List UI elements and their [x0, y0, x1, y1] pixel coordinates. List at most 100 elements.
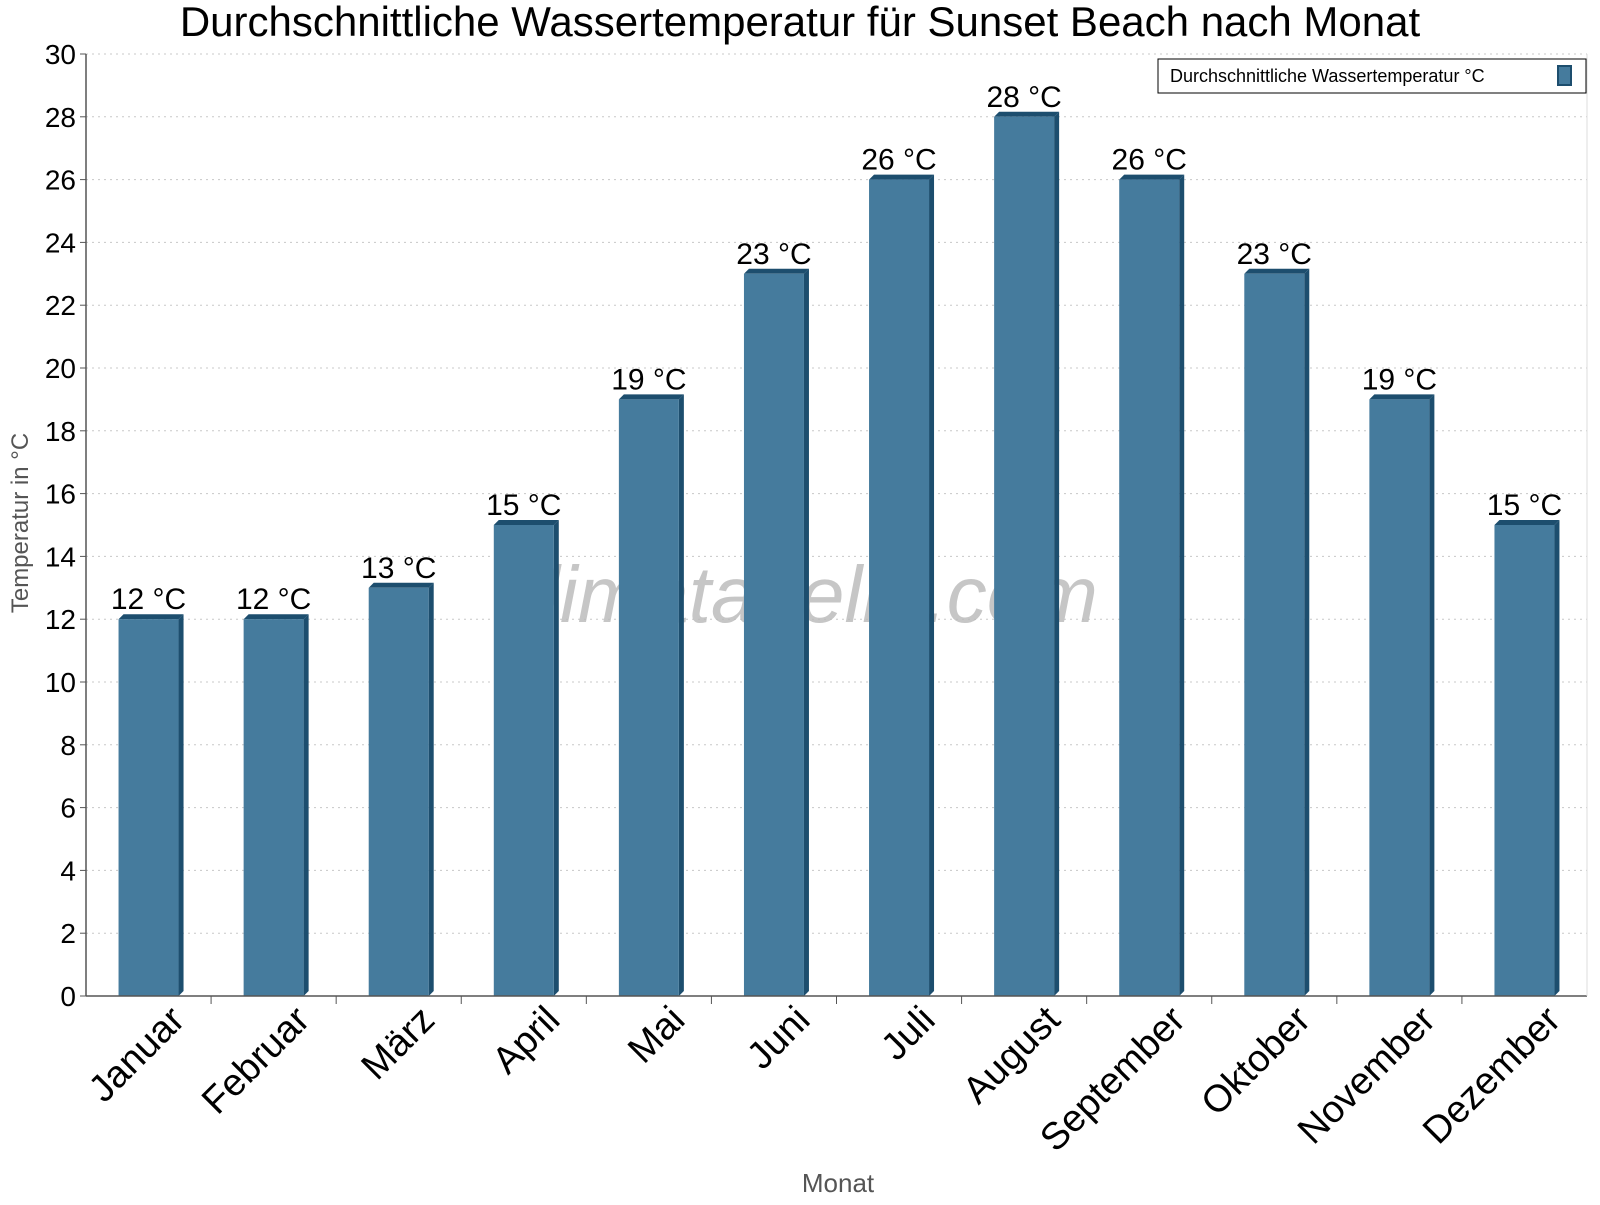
bars	[118, 111, 1560, 997]
bar-top	[618, 394, 684, 400]
bar	[368, 582, 434, 996]
bar-top	[368, 582, 434, 588]
bar-front	[743, 273, 804, 996]
y-tick-label: 26	[45, 165, 76, 196]
bar-side	[553, 520, 559, 996]
data-label: 28 °C	[986, 81, 1061, 114]
y-tick-label: 12	[45, 604, 76, 635]
bar	[118, 614, 184, 996]
bar	[1369, 394, 1435, 996]
y-axis-title: Temperatur in °C	[7, 433, 34, 613]
bar-front	[493, 525, 554, 996]
data-label: 15 °C	[1487, 489, 1562, 522]
x-axis-title: Monat	[802, 1168, 875, 1198]
bar-top	[493, 520, 559, 525]
bar	[869, 174, 935, 997]
x-tick-label: Dezember	[1415, 998, 1569, 1152]
legend-box	[1157, 58, 1587, 94]
bar	[1494, 520, 1560, 996]
chart-title: Durchschnittliche Wassertemperatur für S…	[180, 0, 1421, 45]
y-tick-label: 4	[60, 855, 76, 886]
data-label: 15 °C	[486, 489, 561, 522]
bar	[618, 394, 684, 996]
data-label: 26 °C	[861, 144, 936, 177]
x-tick-label: August	[955, 998, 1069, 1112]
y-tick-label: 0	[60, 981, 76, 1012]
bar	[243, 614, 309, 996]
y-tick-label: 8	[60, 730, 76, 761]
bar	[1119, 174, 1185, 997]
data-label: 12 °C	[111, 583, 186, 616]
bar-side	[1179, 174, 1185, 997]
x-tick-label: Januar	[81, 998, 193, 1110]
grid-lines	[86, 53, 1587, 934]
bar-top	[1244, 268, 1310, 274]
y-tick-label: 30	[45, 39, 76, 70]
bar	[1244, 268, 1310, 996]
legend: Durchschnittliche Wassertemperatur °C	[1157, 58, 1587, 94]
x-tick-label: April	[485, 999, 568, 1082]
x-tick-labels: Januar Februar März April Mai Juni Juli AugustS…	[81, 996, 1569, 1160]
bar-front	[118, 619, 179, 996]
x-tick-label: Mai	[620, 999, 693, 1072]
y-tick-label: 16	[45, 479, 76, 510]
bar	[994, 111, 1060, 997]
bar	[493, 520, 559, 996]
bar-side	[303, 614, 309, 996]
y-tick-label: 28	[45, 102, 76, 133]
bar-front	[869, 179, 930, 997]
y-tick-label: 10	[45, 667, 76, 698]
bar-side	[803, 268, 809, 996]
bar-side	[1554, 520, 1560, 996]
bar-front	[243, 619, 304, 996]
bar-side	[1429, 394, 1435, 996]
data-label: 19 °C	[1362, 363, 1437, 396]
bar-side	[1304, 268, 1310, 996]
x-tick-label: Februar	[194, 998, 318, 1122]
bar	[743, 268, 809, 996]
bar-top	[869, 174, 935, 180]
data-labels: 12 °C 12 °C 13 °C 15 °C 19 °C 23 °C 26 °C 28 °C…	[111, 81, 1562, 616]
bar-top	[994, 111, 1060, 117]
bar-top	[1494, 520, 1560, 525]
bar-front	[1119, 179, 1180, 997]
x-tick-label: Oktober	[1193, 998, 1319, 1124]
legend-label: Durchschnittliche Wassertemperatur °C	[1170, 66, 1485, 86]
bar-front	[1494, 525, 1555, 996]
bar-top	[118, 614, 184, 620]
bar-side	[1054, 111, 1060, 997]
y-tick-label: 2	[60, 918, 76, 949]
bar-side	[678, 394, 684, 996]
y-tick-label: 18	[45, 416, 76, 447]
bar-top	[743, 268, 809, 274]
x-tick-label: Juni	[739, 999, 818, 1078]
bar-side	[929, 174, 935, 997]
data-label: 19 °C	[611, 363, 686, 396]
bar-side	[428, 582, 434, 996]
y-tick-label: 6	[60, 793, 76, 824]
data-label: 26 °C	[1112, 144, 1187, 177]
y-tick-label: 22	[45, 290, 76, 321]
bar-top	[243, 614, 309, 620]
y-tick-label: 24	[45, 227, 76, 258]
y-tick-label: 20	[45, 353, 76, 384]
bar-front	[1244, 273, 1305, 996]
data-label: 23 °C	[1237, 238, 1312, 271]
bar-front	[1369, 399, 1430, 996]
bar-front	[618, 399, 679, 996]
bar-top	[1119, 174, 1185, 180]
data-label: 23 °C	[736, 238, 811, 271]
y-tick-label: 14	[45, 541, 76, 572]
x-tick-label: März	[354, 999, 443, 1088]
legend-swatch	[1557, 65, 1572, 86]
data-label: 13 °C	[361, 552, 436, 585]
bar-side	[178, 614, 184, 996]
bar-front	[994, 116, 1055, 997]
bar-front	[368, 587, 429, 996]
data-label: 12 °C	[236, 583, 311, 616]
bar-top	[1369, 394, 1435, 400]
x-tick-label: Juli	[873, 999, 943, 1069]
